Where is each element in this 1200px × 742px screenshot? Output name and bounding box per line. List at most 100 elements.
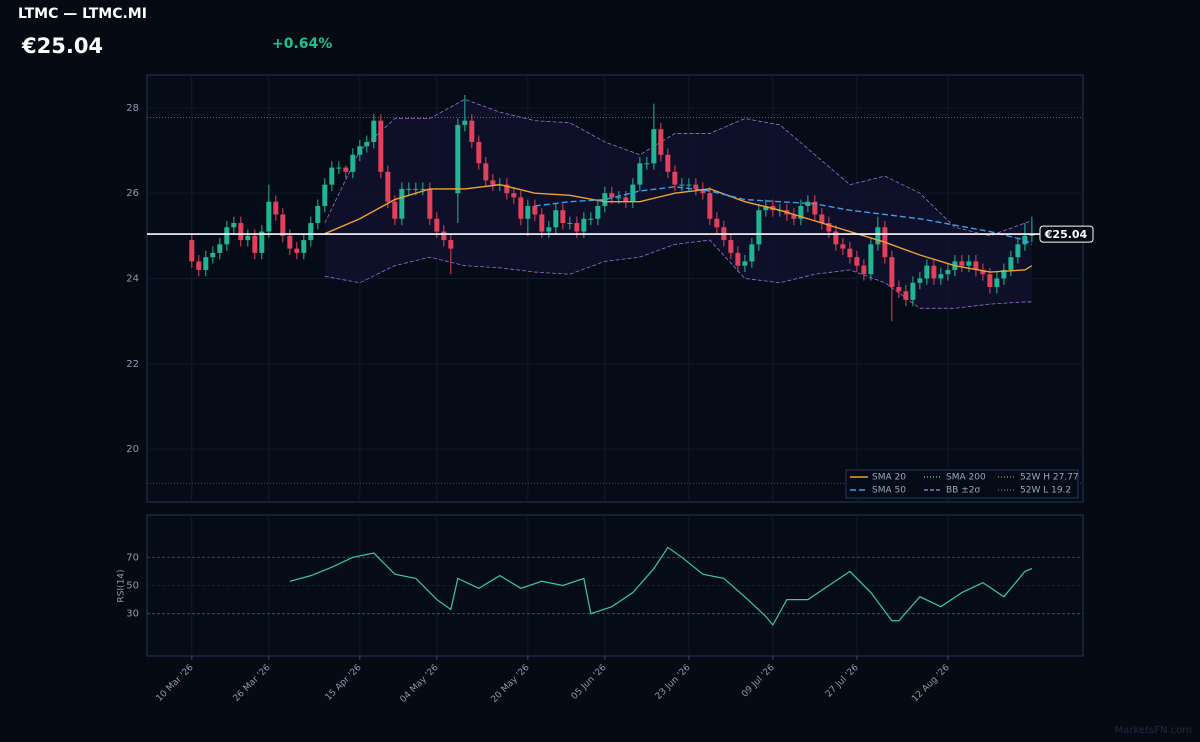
legend-label: BB ±2σ [946, 486, 980, 496]
candle-body [931, 265, 937, 279]
band-lower [324, 239, 1032, 309]
title: LTMC — LTMC.MI [18, 6, 147, 22]
candle-body [210, 252, 216, 258]
candle-body [217, 244, 223, 253]
candle-body [259, 231, 265, 253]
candle-body [700, 188, 706, 194]
x-tick-label: 12 Aug '26 [910, 663, 952, 705]
candle-body [686, 184, 692, 186]
candle-body [252, 235, 258, 253]
candle-body [938, 274, 944, 279]
candle-body [966, 261, 972, 266]
candle-body [693, 184, 699, 189]
candle-body [1015, 244, 1021, 258]
candle-body [644, 163, 650, 165]
candle-body [308, 223, 314, 241]
sma-line [324, 183, 1033, 273]
price: €25.04 [21, 34, 103, 58]
candle-body [679, 184, 685, 186]
candle-body [392, 201, 398, 219]
candle-body [588, 218, 594, 220]
candle-body [343, 167, 349, 172]
candle-body [595, 205, 601, 219]
rsi-label: RSI(14) [117, 569, 127, 602]
x-tick-label: 10 Mar '26 [155, 663, 196, 704]
candle-body [364, 141, 370, 147]
x-tick-label: 04 May '26 [398, 663, 440, 705]
candle-body [287, 235, 293, 249]
candle-body [273, 201, 279, 215]
candle-body [672, 171, 678, 185]
candle-body [959, 261, 965, 266]
candle-body [385, 171, 391, 202]
candle-body [469, 120, 475, 142]
candle-body [1029, 234, 1035, 236]
candle-body [742, 261, 748, 266]
candle-body [763, 205, 769, 211]
candle-body [847, 248, 853, 258]
candle-body [518, 197, 524, 219]
candle-body [756, 210, 762, 245]
candle-body [301, 240, 307, 253]
sma-line [534, 186, 1033, 245]
candle-body [658, 129, 664, 155]
candle-body [1001, 269, 1007, 279]
candle-body [728, 240, 734, 253]
candle-body [749, 244, 755, 262]
candle-body [791, 214, 797, 219]
band-upper [324, 98, 1033, 237]
candle-body [735, 252, 741, 266]
change: +0.64% [272, 36, 332, 52]
candle-body [525, 205, 531, 219]
candle-body [504, 184, 510, 194]
candle-body [896, 287, 902, 292]
candle-body [567, 223, 573, 225]
candle-body [329, 167, 335, 185]
x-tick-label: 27 Jul '26 [824, 663, 861, 700]
candle-body [1008, 257, 1014, 270]
candle-body [336, 167, 342, 169]
candle-body [350, 154, 356, 172]
candle-body [315, 205, 321, 224]
candle-body [616, 197, 622, 199]
candle-body [378, 120, 384, 172]
candle-body [805, 201, 811, 206]
candle-body [812, 201, 818, 215]
candle-body [945, 269, 951, 275]
candle-body [798, 205, 804, 219]
candle-body [203, 257, 209, 270]
candle-body [357, 146, 363, 155]
candle-body [532, 205, 538, 215]
candle-body [560, 210, 566, 224]
candle-body [490, 180, 496, 185]
candle-body [434, 218, 440, 232]
legend-label: 52W H 27.77 [1020, 473, 1079, 483]
candle-body [413, 188, 419, 190]
candle-body [448, 240, 454, 249]
last-price-badge [1039, 225, 1094, 243]
candle-body [581, 218, 587, 232]
band-fill [324, 99, 1032, 309]
candle-body [420, 188, 426, 190]
watermark: MarketsFN.com [1115, 725, 1192, 736]
x-tick-label: 20 May '26 [490, 663, 532, 705]
candle-body [707, 193, 713, 219]
candle-body [714, 218, 720, 228]
candle-body [196, 261, 202, 270]
candle-body [868, 244, 874, 275]
candle-body [637, 163, 643, 185]
candle-body [854, 257, 860, 266]
candle-body [609, 193, 615, 198]
candle-body [553, 210, 559, 228]
candle-body [924, 265, 930, 279]
legend-box [845, 469, 1079, 499]
x-tick-label: 09 Jul '26 [740, 663, 777, 700]
candle-body [546, 227, 552, 232]
y-tick-label: 26 [126, 188, 139, 199]
candle-body [826, 223, 832, 232]
y-tick-label: 24 [126, 273, 139, 284]
candle-body [889, 257, 895, 288]
rsi-tick-label: 50 [126, 581, 139, 592]
